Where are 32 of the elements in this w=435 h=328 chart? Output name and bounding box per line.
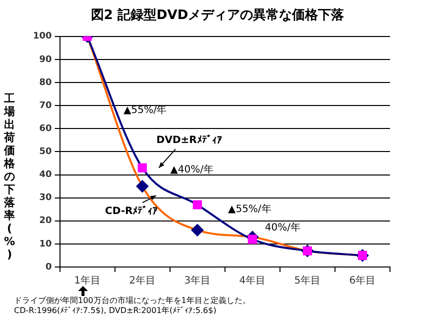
text: 工場出荷価格の下落率(%) — [4, 92, 16, 261]
x-tick-label: 3年目 — [184, 274, 211, 287]
y-tick-label: 40 — [39, 170, 52, 180]
y-tick-label: 50 — [39, 147, 52, 158]
annotation: ▲55%/年 — [228, 202, 272, 215]
annotation: ▲55%/年 — [123, 104, 167, 116]
point — [136, 180, 148, 192]
y-tick-label: 30 — [39, 193, 52, 204]
y-tick-label: 60 — [39, 124, 52, 134]
y-tick-label: 100 — [32, 32, 52, 42]
x-tick-label: 4年目 — [239, 274, 266, 287]
y-tick-label: 0 — [46, 262, 52, 272]
text: CD-R:1996(ﾒﾃﾞｨｱ:7.5$), DVD±R:2001年(ﾒﾃﾞｨｱ:5.6$) — [14, 306, 218, 316]
y-tick-label: 10 — [39, 239, 52, 250]
y-tick-label: 90 — [39, 54, 52, 65]
point — [138, 163, 147, 172]
y-tick-label: 80 — [39, 78, 52, 88]
x-tick-label: 2年目 — [129, 274, 156, 287]
series-label: CD-Rﾒﾃﾞｨｱ — [104, 205, 158, 218]
y-tick-label: 70 — [39, 100, 52, 111]
annotation: 40%/年 — [264, 221, 300, 234]
x-tick-label: 6年目 — [349, 274, 376, 287]
point — [248, 234, 257, 244]
chart-title: 図2 記録型DVDメディアの異常な価格下落 — [90, 7, 346, 24]
y-tick-label: 20 — [39, 216, 52, 226]
text: DVD±Rﾒﾃﾞｨｱ — [156, 134, 222, 146]
text: ドライブ側が年間100万台の市場になった年を1年目と定義した。 — [14, 296, 252, 306]
x-tick-label: 1年目 — [74, 274, 100, 287]
annotation: ▲40%/年 — [170, 164, 214, 176]
x-tick-label: 5年目 — [294, 274, 321, 287]
point — [191, 224, 204, 236]
point — [192, 200, 202, 210]
